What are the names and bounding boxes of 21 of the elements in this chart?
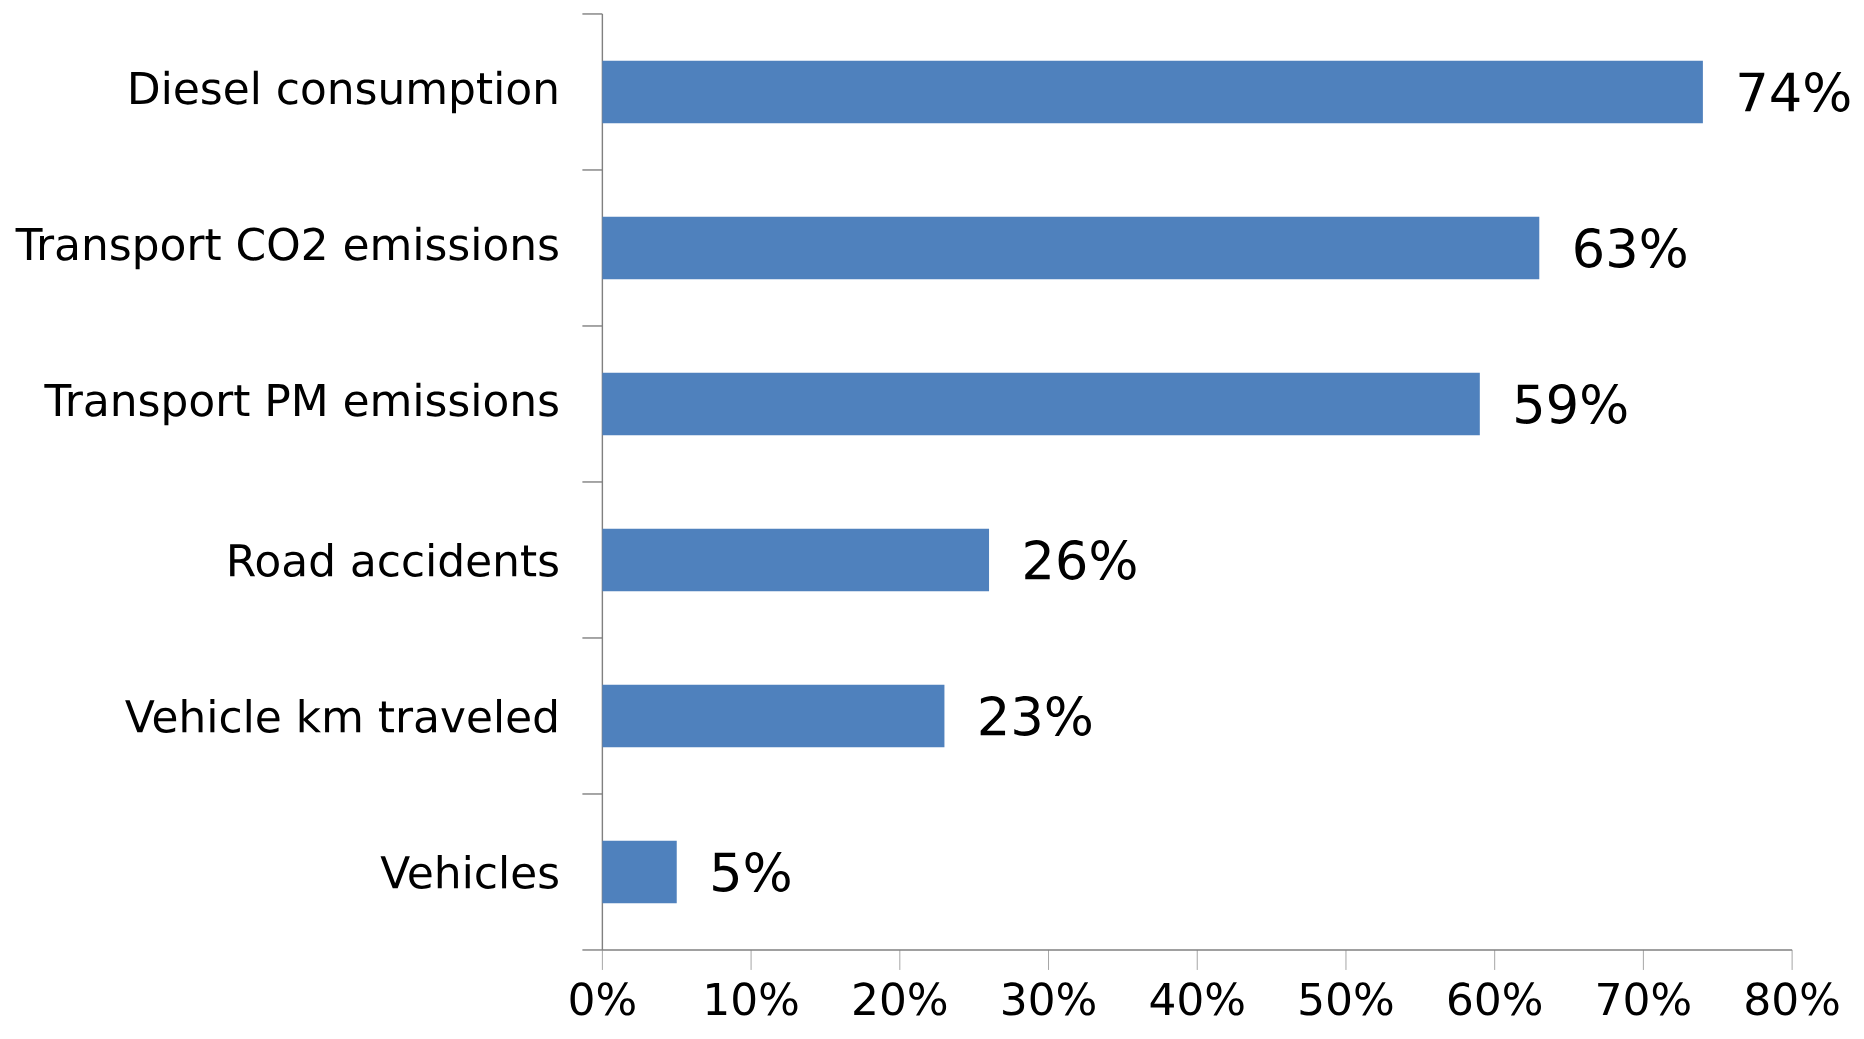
x-tick-label: 30% <box>1003 982 1095 1016</box>
data-label: 23% <box>980 696 1091 736</box>
y-tick-label: Road accidents <box>230 543 558 577</box>
x-tick-label: 70% <box>1598 982 1690 1016</box>
data-label: 26% <box>1025 540 1136 580</box>
data-label: 74% <box>1739 72 1850 112</box>
x-tick-label: 20% <box>854 982 947 1016</box>
x-tick-label: 0% <box>570 982 635 1016</box>
y-tick-label: Vehicles <box>380 855 558 889</box>
data-label: 59% <box>1516 384 1627 424</box>
y-tick-label: Diesel consumption <box>131 70 557 114</box>
x-tick-label: 60% <box>1448 982 1541 1016</box>
data-label: 5% <box>713 852 790 892</box>
y-tick-label: Vehicle km traveled <box>125 699 557 733</box>
x-tick-label: 50% <box>1300 982 1393 1016</box>
x-tick-label: 40% <box>1150 982 1244 1016</box>
y-tick-label: Transport CO2 emissions <box>15 226 558 270</box>
x-tick-label: 10% <box>707 982 798 1016</box>
x-tick-label: 80% <box>1746 982 1839 1016</box>
data-label: 63% <box>1575 228 1686 268</box>
y-tick-label: Transport PM emissions <box>44 382 558 426</box>
